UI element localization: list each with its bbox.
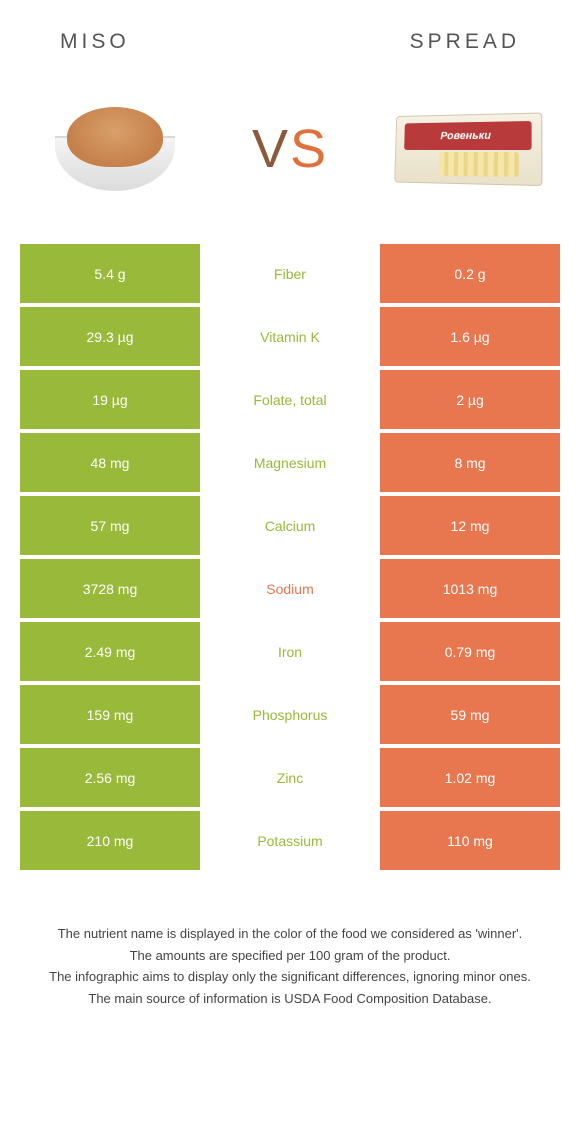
nutrient-name-cell: Magnesium [200,433,380,492]
table-row: 29.3 µgVitamin K1.6 µg [20,307,560,366]
left-food-title: Miso [60,30,130,54]
footer-line: The nutrient name is displayed in the co… [30,924,550,944]
footer-notes: The nutrient name is displayed in the co… [0,884,580,1030]
right-value-cell: 59 mg [380,685,560,744]
right-value-cell: 8 mg [380,433,560,492]
footer-line: The infographic aims to display only the… [30,967,550,987]
table-row: 48 mgMagnesium8 mg [20,433,560,492]
table-row: 159 mgPhosphorus59 mg [20,685,560,744]
header: Miso Spread [0,0,580,64]
spread-box-illustration: Ровеньки [394,102,543,197]
nutrient-name-cell: Iron [200,622,380,681]
right-value-cell: 12 mg [380,496,560,555]
table-row: 3728 mgSodium1013 mg [20,559,560,618]
table-row: 210 mgPotassium110 mg [20,811,560,870]
table-row: 19 µgFolate, total2 µg [20,370,560,429]
left-value-cell: 29.3 µg [20,307,200,366]
left-value-cell: 2.49 mg [20,622,200,681]
left-value-cell: 2.56 mg [20,748,200,807]
right-food-title: Spread [410,30,520,54]
nutrient-name-cell: Potassium [200,811,380,870]
left-value-cell: 48 mg [20,433,200,492]
left-value-cell: 19 µg [20,370,200,429]
left-value-cell: 210 mg [20,811,200,870]
footer-line: The amounts are specified per 100 gram o… [30,946,550,966]
right-value-cell: 1.02 mg [380,748,560,807]
left-value-cell: 3728 mg [20,559,200,618]
nutrient-name-cell: Sodium [200,559,380,618]
table-row: 57 mgCalcium12 mg [20,496,560,555]
nutrient-name-cell: Calcium [200,496,380,555]
miso-bowl-illustration [45,99,185,199]
right-value-cell: 1013 mg [380,559,560,618]
nutrient-name-cell: Vitamin K [200,307,380,366]
vs-label: VS [252,118,328,180]
table-row: 2.49 mgIron0.79 mg [20,622,560,681]
nutrient-name-cell: Fiber [200,244,380,303]
right-value-cell: 1.6 µg [380,307,560,366]
nutrient-name-cell: Phosphorus [200,685,380,744]
left-value-cell: 5.4 g [20,244,200,303]
spread-image: Ровеньки [380,84,550,214]
footer-line: The main source of information is USDA F… [30,989,550,1009]
table-row: 2.56 mgZinc1.02 mg [20,748,560,807]
nutrient-name-cell: Zinc [200,748,380,807]
miso-image [30,84,200,214]
right-value-cell: 110 mg [380,811,560,870]
right-value-cell: 0.79 mg [380,622,560,681]
table-row: 5.4 gFiber0.2 g [20,244,560,303]
left-value-cell: 159 mg [20,685,200,744]
nutrient-name-cell: Folate, total [200,370,380,429]
spread-brand-label: Ровеньки [404,121,531,150]
left-value-cell: 57 mg [20,496,200,555]
images-row: VS Ровеньки [0,64,580,244]
right-value-cell: 2 µg [380,370,560,429]
nutrient-table: 5.4 gFiber0.2 g29.3 µgVitamin K1.6 µg19 … [0,244,580,884]
right-value-cell: 0.2 g [380,244,560,303]
